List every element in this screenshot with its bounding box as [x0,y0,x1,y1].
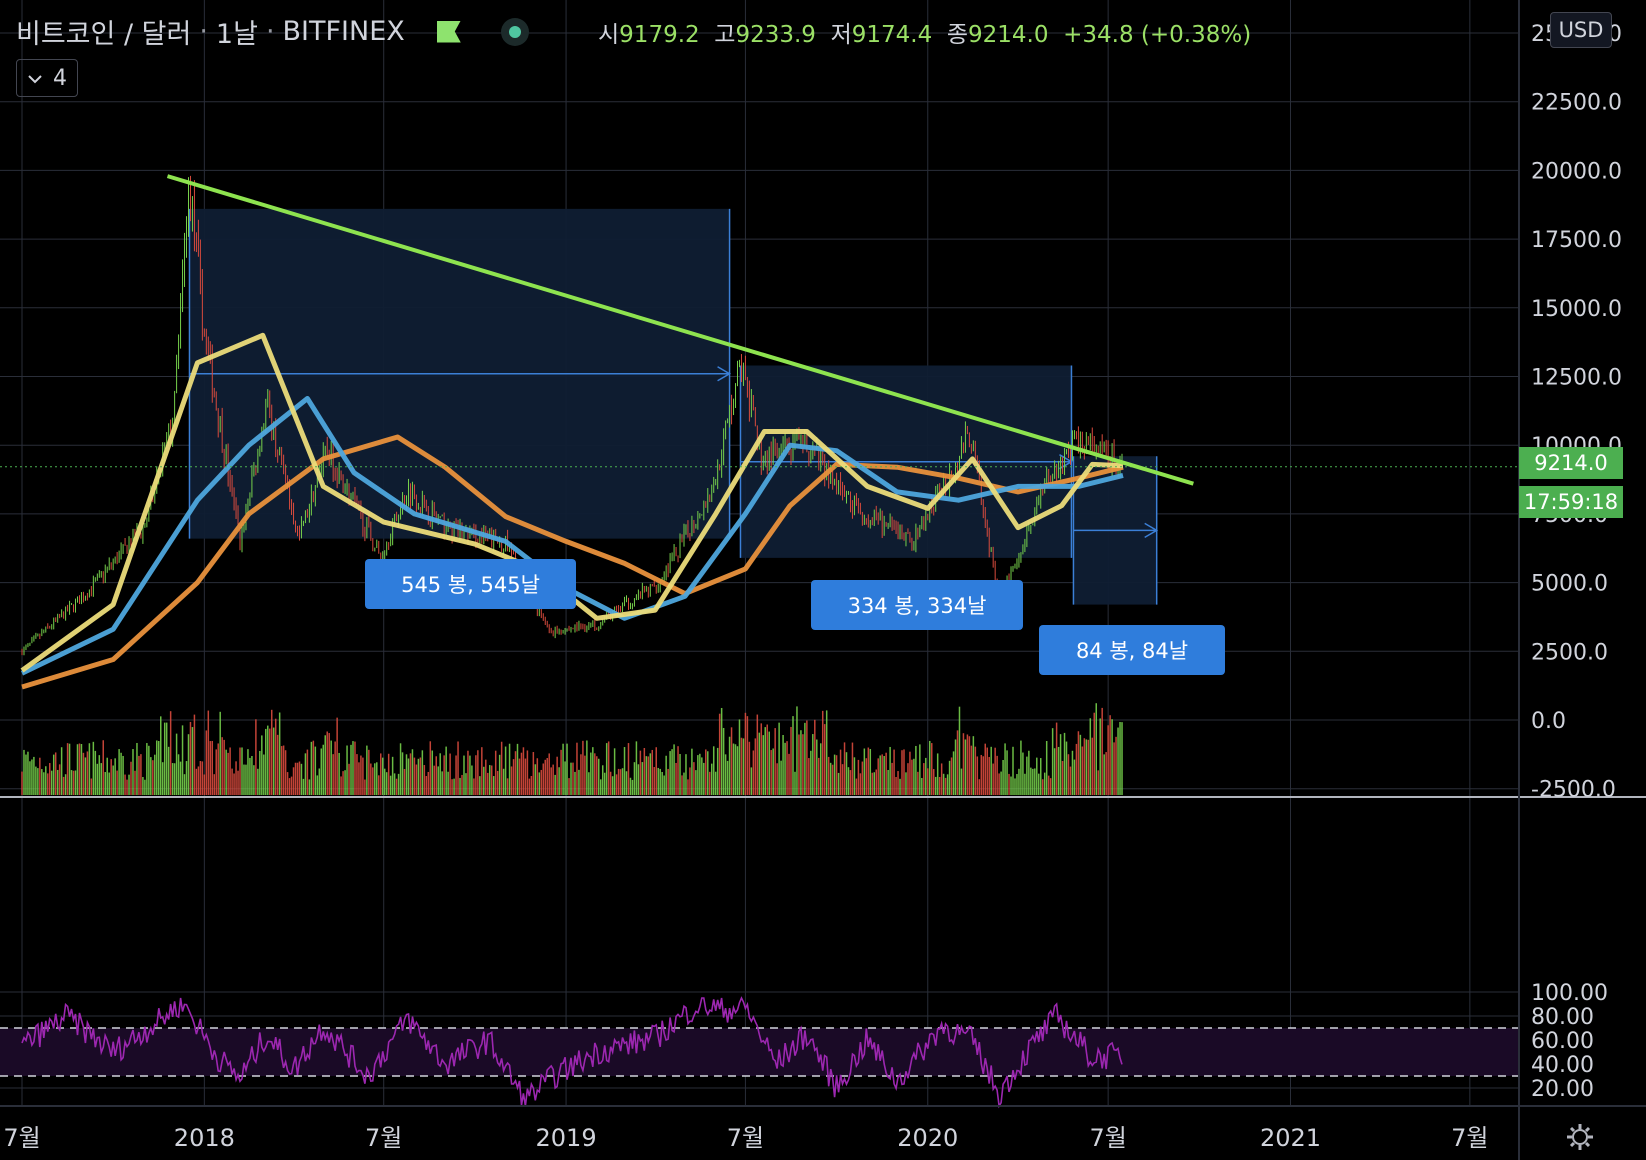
ma-slow-line [21,434,1124,690]
time-tick-label: 2018 [174,1124,235,1152]
countdown-tag: 17:59:18 [1519,486,1623,518]
range-arrowhead [1144,522,1159,539]
time-tick-label: 7월 [1089,1124,1126,1152]
rsi-tick-label: 100.00 [1531,981,1608,1006]
price-tick-label: 5000.0 [1531,572,1608,597]
price-tick-label: 22500.0 [1531,91,1622,116]
symbol-header[interactable]: 비트코인 / 달러 · 1날 · BITFINEX [16,12,529,51]
time-tick-label: 7월 [3,1124,40,1152]
low-value: 9174.4 [851,22,933,48]
range-label-545[interactable]: 545 봉, 545날 [365,559,576,609]
time-tick-label: 2019 [536,1124,597,1152]
open-value: 9179.2 [619,22,700,48]
flag-icon[interactable] [436,20,461,43]
price-tick-label: 0.0 [1531,709,1566,734]
high-value: 9233.9 [735,22,816,48]
time-tick-label: 7월 [365,1124,402,1152]
time-tick-label: 7월 [727,1124,764,1152]
chevron-down-icon [27,66,43,91]
change-value: +34.8 (+0.38%) [1063,22,1252,48]
settings-icon[interactable] [1565,1122,1595,1152]
indicator-count: 4 [53,65,67,91]
range-arrowhead [1059,454,1073,470]
header-separator: · [199,16,208,47]
close-label: 종 [946,22,969,48]
moving-averages [20,332,1124,690]
time-tick-label: 2020 [897,1124,958,1152]
price-tick-label: 2500.0 [1531,640,1608,665]
interval-label[interactable]: 1날 [215,19,258,50]
low-label: 저 [830,22,852,48]
header-separator: · [265,16,275,47]
price-tick-label: 15000.0 [1531,297,1622,322]
price-tick-label: 20000.0 [1531,159,1622,184]
rsi-line [21,996,1123,1109]
currency-button[interactable]: USD [1550,12,1612,48]
rsi-tick-label: 60.00 [1531,1029,1594,1054]
last-price-tag: 9214.0 [1519,447,1623,479]
price-tick-label: 12500.0 [1531,366,1622,391]
dot-icon[interactable] [500,17,529,46]
trendline-layer[interactable] [0,174,1519,486]
price-tick-label: 17500.0 [1531,228,1622,253]
price-tick-label: -2500.0 [1531,778,1616,803]
ma-fast-line [20,332,1124,673]
range-label-84[interactable]: 84 봉, 84날 [1039,625,1225,675]
ohlc-readout: 시9179.2 고9233.9 저9174.4 종9214.0 +34.8 (+… [598,15,1251,49]
resistance-trendline [166,174,1194,486]
exchange-label: BITFINEX [282,16,405,47]
volume-bars [21,703,1123,795]
symbol-name[interactable]: 비트코인 / 달러 [16,19,192,50]
rsi-tick-label: 40.00 [1531,1053,1594,1078]
ma-mid-line [20,396,1124,676]
close-value: 9214.0 [968,22,1049,48]
range-label-334[interactable]: 334 봉, 334날 [811,580,1023,630]
high-label: 고 [714,22,736,48]
open-label: 시 [598,22,620,48]
rsi-tick-label: 20.00 [1531,1077,1594,1102]
time-tick-label: 2021 [1260,1124,1321,1152]
range-arrowhead [717,366,732,382]
indicator-legend-toggle[interactable]: 4 [16,59,78,97]
rsi-tick-label: 80.00 [1531,1005,1594,1030]
rsi-pane [0,796,1646,1109]
time-tick-label: 7월 [1451,1124,1488,1152]
